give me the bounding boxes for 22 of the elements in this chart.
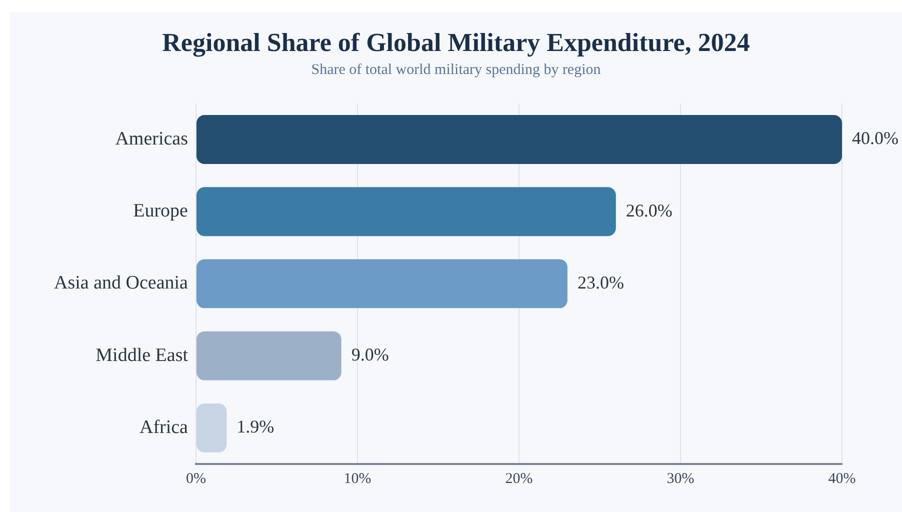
bar	[196, 187, 616, 236]
y-tick-label: Europe	[133, 200, 188, 222]
bar	[196, 331, 342, 380]
y-tick-label: Asia and Oceania	[54, 272, 189, 294]
bar	[196, 259, 568, 308]
y-tick-label: Americas	[115, 128, 188, 150]
data-label: 1.9%	[236, 416, 274, 437]
y-tick-label: Middle East	[96, 344, 189, 366]
chart-title: Regional Share of Global Military Expenditure, 2024	[161, 28, 751, 58]
x-tick-label: 10%	[344, 470, 372, 487]
bar	[196, 403, 227, 452]
chart-subtitle: Share of total world military spending by region	[310, 62, 602, 79]
y-tick-label: Africa	[139, 416, 189, 438]
x-tick-label: 30%	[666, 470, 694, 487]
x-tick-label: 40%	[828, 470, 856, 487]
bar	[196, 114, 842, 164]
data-label: 23.0%	[577, 272, 624, 292]
x-tick-label: 20%	[505, 470, 533, 487]
data-label: 9.0%	[351, 344, 389, 365]
data-label: 26.0%	[626, 200, 672, 220]
x-tick-label: 0%	[186, 470, 206, 487]
data-label: 40.0%	[852, 128, 898, 148]
